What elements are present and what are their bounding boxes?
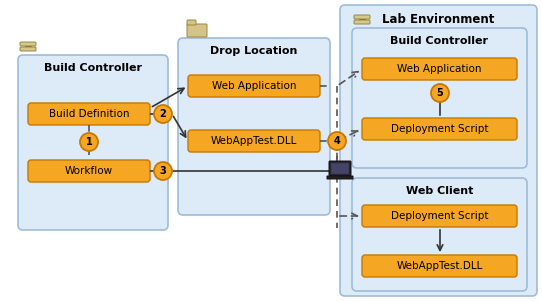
FancyBboxPatch shape	[362, 58, 517, 80]
Circle shape	[431, 84, 449, 102]
FancyBboxPatch shape	[187, 24, 207, 37]
FancyBboxPatch shape	[362, 255, 517, 277]
FancyBboxPatch shape	[18, 55, 168, 230]
Circle shape	[80, 133, 98, 151]
FancyBboxPatch shape	[352, 28, 527, 168]
FancyBboxPatch shape	[354, 20, 370, 24]
FancyBboxPatch shape	[340, 5, 537, 296]
FancyBboxPatch shape	[362, 118, 517, 140]
Text: 3: 3	[160, 166, 166, 176]
FancyBboxPatch shape	[188, 130, 320, 152]
Circle shape	[154, 105, 172, 123]
FancyBboxPatch shape	[178, 38, 330, 215]
FancyBboxPatch shape	[354, 15, 370, 19]
Text: Deployment Script: Deployment Script	[391, 211, 488, 221]
Text: WebAppTest.DLL: WebAppTest.DLL	[211, 136, 297, 146]
Text: Web Application: Web Application	[212, 81, 296, 91]
Text: Build Definition: Build Definition	[49, 109, 129, 119]
Circle shape	[154, 162, 172, 180]
FancyBboxPatch shape	[28, 160, 150, 182]
FancyBboxPatch shape	[188, 75, 320, 97]
FancyBboxPatch shape	[352, 178, 527, 291]
FancyBboxPatch shape	[327, 176, 353, 179]
FancyBboxPatch shape	[362, 205, 517, 227]
Circle shape	[328, 132, 346, 150]
Text: Lab Environment: Lab Environment	[382, 13, 495, 26]
FancyBboxPatch shape	[28, 103, 150, 125]
FancyBboxPatch shape	[20, 47, 36, 51]
Text: Drop Location: Drop Location	[210, 46, 298, 56]
FancyBboxPatch shape	[331, 163, 349, 174]
Text: Workflow: Workflow	[65, 166, 113, 176]
FancyBboxPatch shape	[187, 20, 196, 25]
Text: 2: 2	[160, 109, 166, 119]
FancyBboxPatch shape	[329, 161, 351, 176]
FancyBboxPatch shape	[20, 42, 36, 46]
Text: 4: 4	[334, 136, 340, 146]
Text: Web Application: Web Application	[397, 64, 482, 74]
Text: 1: 1	[86, 137, 92, 147]
Text: Web Client: Web Client	[406, 186, 473, 196]
Text: 5: 5	[437, 88, 443, 98]
Text: WebAppTest.DLL: WebAppTest.DLL	[396, 261, 483, 271]
Text: Build Controller: Build Controller	[44, 63, 142, 73]
Text: Build Controller: Build Controller	[390, 36, 488, 46]
Text: Deployment Script: Deployment Script	[391, 124, 488, 134]
